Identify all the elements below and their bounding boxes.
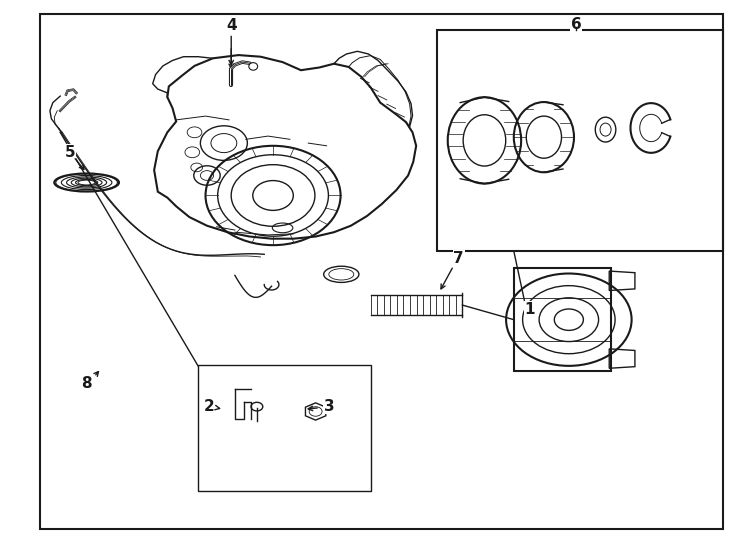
Text: 3: 3 bbox=[324, 399, 334, 414]
Text: 7: 7 bbox=[454, 251, 464, 266]
Text: 5: 5 bbox=[65, 145, 75, 160]
Ellipse shape bbox=[249, 63, 258, 70]
Text: 2: 2 bbox=[204, 399, 214, 414]
Text: 6: 6 bbox=[571, 17, 581, 32]
Text: 8: 8 bbox=[81, 376, 92, 391]
Text: 4: 4 bbox=[226, 18, 236, 33]
Text: 1: 1 bbox=[525, 302, 535, 317]
